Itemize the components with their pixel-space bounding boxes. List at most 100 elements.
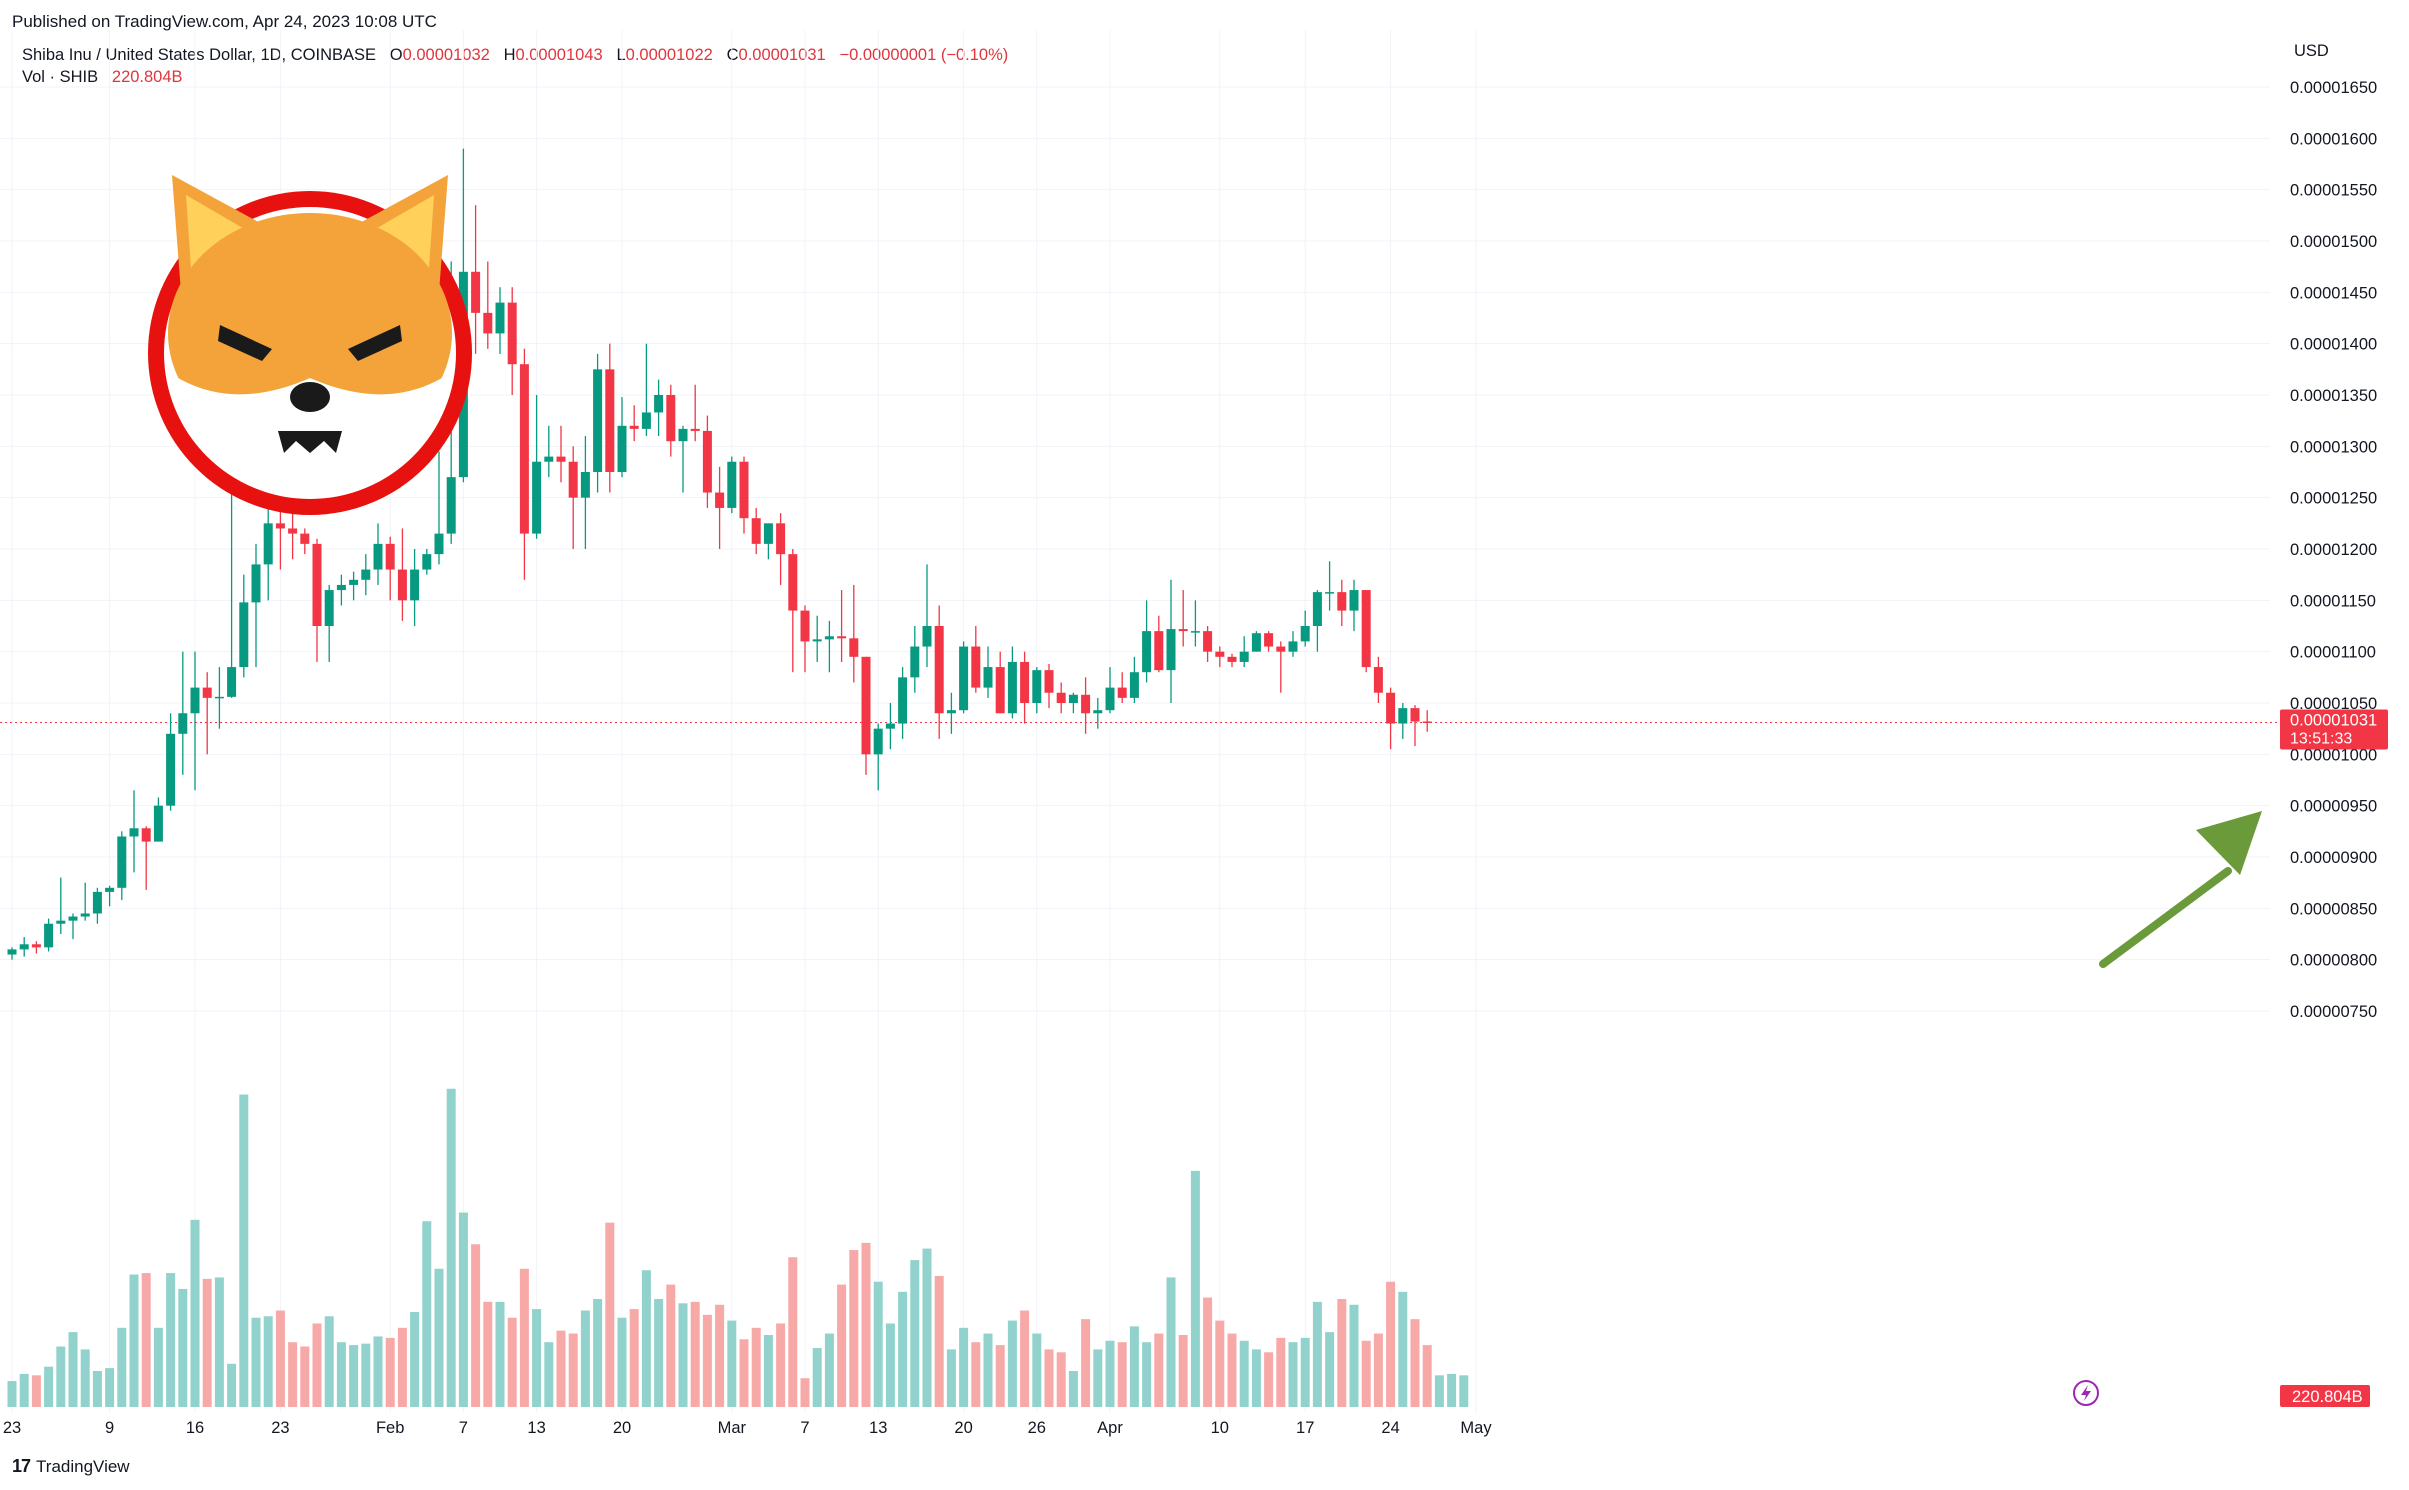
candle-body: [129, 828, 139, 837]
candle: [800, 605, 810, 673]
y-tick-label: 0.00000900: [2290, 849, 2377, 867]
candle: [495, 287, 505, 354]
candle-body: [1349, 590, 1359, 611]
candle-body: [898, 677, 908, 724]
close-value: 0.00001031: [738, 46, 826, 64]
volume-bar: [763, 1335, 773, 1407]
candle: [995, 651, 1005, 714]
candle: [1227, 653, 1237, 668]
candle: [1129, 656, 1139, 703]
flash-icon: [2073, 1380, 2099, 1406]
volume-bar: [1203, 1297, 1213, 1407]
volume-bar: [922, 1248, 932, 1407]
candle: [434, 451, 444, 565]
y-tick-label: 0.00001300: [2290, 438, 2377, 456]
candle: [1325, 561, 1335, 611]
candle: [1178, 590, 1188, 647]
volume-bar: [568, 1333, 578, 1407]
candle-body: [373, 543, 383, 570]
candle-body: [385, 543, 395, 570]
candle-body: [31, 944, 41, 948]
volume-bar: [227, 1363, 237, 1407]
candle-body: [849, 638, 859, 657]
volume-bar: [1373, 1333, 1383, 1407]
volume-bar: [1154, 1333, 1164, 1407]
volume-bar: [129, 1274, 139, 1407]
candle: [666, 384, 676, 457]
candle: [1276, 641, 1286, 693]
candle-body: [471, 271, 481, 313]
volume-bar: [1251, 1349, 1261, 1407]
shiba-inu-logo: [148, 175, 472, 515]
high-value: 0.00001043: [515, 46, 603, 64]
volume-bar: [629, 1309, 639, 1407]
x-tick-label: Mar: [718, 1419, 747, 1437]
candle-body: [1398, 708, 1408, 724]
candle: [1410, 705, 1420, 747]
candle-body: [1068, 694, 1078, 703]
candle: [92, 887, 102, 924]
volume-bar: [715, 1304, 725, 1407]
x-axis: 23 9 16 23 Feb 7 13 20 Mar 7 13 20 26 Apr 10 17 24 May: [3, 1419, 1493, 1437]
x-tick-label: Feb: [376, 1419, 404, 1437]
y-tick-label: 0.00001050: [2290, 695, 2377, 713]
symbol-legend: Shiba Inu / United States Dollar, 1D, CO…: [22, 46, 1008, 65]
candle-body: [239, 602, 249, 668]
volume-value: 220.804B: [111, 68, 183, 86]
candle: [336, 574, 346, 606]
candle-body: [1386, 692, 1396, 724]
volume-legend: Vol · SHIB 220.804B: [22, 68, 183, 87]
candle-body: [227, 667, 237, 697]
volume-bar: [1032, 1333, 1042, 1407]
candle-body: [1276, 646, 1286, 652]
volume-bar: [776, 1323, 786, 1407]
candle: [983, 646, 993, 698]
y-axis: 0.00000750 0.00000800 0.00000850 0.00000900…: [2280, 79, 2388, 1407]
candle-body: [1239, 651, 1249, 662]
candle-body: [1288, 641, 1298, 652]
volume-bar: [1325, 1332, 1335, 1407]
candle-body: [1373, 667, 1383, 693]
candle: [251, 543, 261, 668]
volume-label[interactable]: Vol · SHIB: [22, 68, 99, 86]
candle: [1044, 663, 1054, 709]
candle: [483, 261, 493, 349]
candle: [959, 641, 969, 714]
y-tick-label: 0.00001350: [2290, 387, 2377, 405]
candle-body: [263, 523, 273, 565]
candle: [1264, 631, 1274, 652]
candle: [1337, 579, 1347, 626]
candle-body: [593, 369, 603, 472]
candle: [190, 651, 200, 791]
symbol-title[interactable]: Shiba Inu / United States Dollar, 1D, CO…: [22, 46, 377, 64]
x-tick-label: 17: [1296, 1419, 1314, 1437]
x-tick-label: 9: [105, 1419, 114, 1437]
candle-body: [153, 805, 163, 842]
last-volume-tag: 220.804B: [2280, 1385, 2370, 1407]
candle-body: [1044, 670, 1054, 693]
volume-bar: [1239, 1340, 1249, 1407]
candle: [349, 571, 359, 601]
tradingview-logo[interactable]: 17 TradingView: [12, 1456, 130, 1477]
candle-body: [654, 395, 664, 413]
candle-body: [983, 667, 993, 688]
candle-body: [7, 949, 17, 955]
candle: [56, 877, 66, 934]
y-tick-label: 0.00001400: [2290, 336, 2377, 354]
volume-bar: [983, 1333, 993, 1407]
volume-bar: [1459, 1375, 1469, 1407]
volume-bar: [1190, 1170, 1200, 1407]
volume-bar: [1044, 1349, 1054, 1407]
candle-body: [910, 646, 920, 678]
candle: [1300, 610, 1310, 647]
volume-bar: [824, 1333, 834, 1407]
candle: [690, 384, 700, 442]
volume-bar: [1312, 1301, 1322, 1407]
last-price-box: [2280, 709, 2388, 750]
candle-body: [1361, 590, 1371, 668]
volume-bar: [495, 1301, 505, 1407]
candle-body: [434, 533, 444, 555]
candle: [532, 395, 542, 539]
volume-bar: [702, 1314, 712, 1407]
